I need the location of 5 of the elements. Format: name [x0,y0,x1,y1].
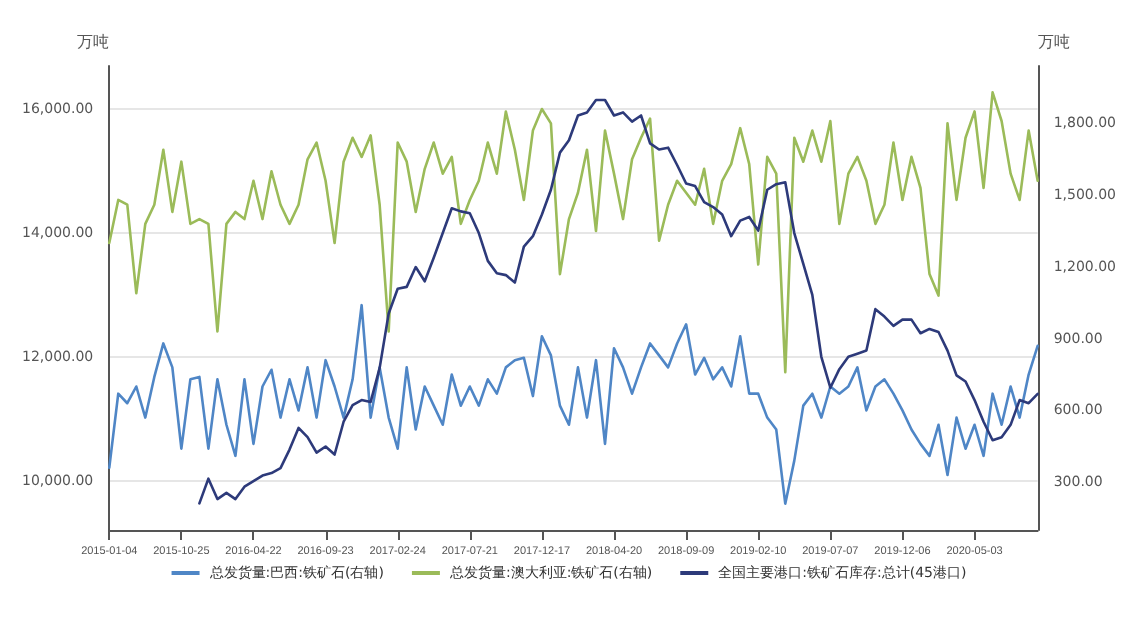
y-axis-title: 万吨 [77,33,110,51]
line-series [107,91,1039,374]
y2-axis-title: 万吨 [1037,33,1070,51]
line-series [198,98,1039,505]
line-series [107,303,1039,505]
